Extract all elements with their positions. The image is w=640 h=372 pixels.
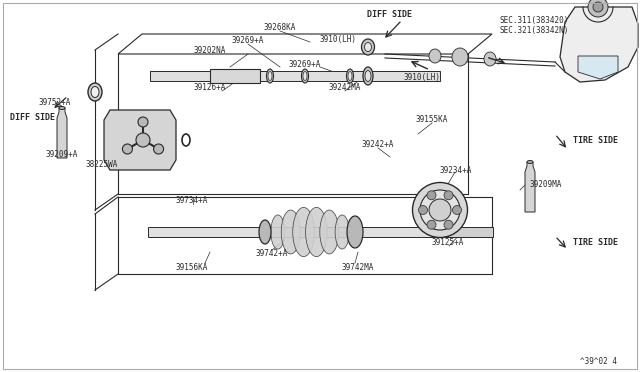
- Text: SEC.321(38342N): SEC.321(38342N): [500, 26, 570, 35]
- Circle shape: [136, 133, 150, 147]
- Ellipse shape: [347, 216, 363, 248]
- Ellipse shape: [420, 190, 460, 230]
- Ellipse shape: [348, 71, 352, 80]
- Text: TIRE SIDE: TIRE SIDE: [573, 237, 618, 247]
- Ellipse shape: [335, 215, 349, 249]
- Text: 39742MA: 39742MA: [342, 263, 374, 272]
- Circle shape: [427, 191, 436, 200]
- Circle shape: [593, 2, 603, 12]
- Text: ^39^02 4: ^39^02 4: [580, 357, 617, 366]
- Polygon shape: [525, 162, 535, 212]
- Text: 39209+A: 39209+A: [46, 150, 78, 158]
- Text: DIFF SIDE: DIFF SIDE: [10, 112, 54, 122]
- Circle shape: [122, 144, 132, 154]
- Bar: [210, 69, 260, 83]
- Ellipse shape: [59, 106, 65, 109]
- Circle shape: [427, 220, 436, 229]
- Text: 39125+A: 39125+A: [432, 237, 464, 247]
- Ellipse shape: [365, 71, 371, 81]
- Circle shape: [588, 0, 608, 17]
- Text: 39268KA: 39268KA: [264, 22, 296, 32]
- Bar: [150, 71, 440, 81]
- Ellipse shape: [429, 49, 441, 63]
- Ellipse shape: [268, 71, 272, 80]
- Text: 39742+A: 39742+A: [256, 250, 288, 259]
- Text: 39126+A: 39126+A: [194, 83, 226, 92]
- Polygon shape: [578, 56, 618, 79]
- Ellipse shape: [365, 42, 371, 51]
- Ellipse shape: [91, 87, 99, 97]
- Text: 3910(LH): 3910(LH): [403, 73, 440, 81]
- Ellipse shape: [281, 210, 300, 254]
- Circle shape: [452, 205, 461, 215]
- Ellipse shape: [88, 83, 102, 101]
- Ellipse shape: [363, 67, 373, 85]
- Ellipse shape: [306, 207, 327, 257]
- Ellipse shape: [292, 207, 314, 257]
- Ellipse shape: [429, 199, 451, 221]
- Text: 39752+A: 39752+A: [39, 97, 71, 106]
- Ellipse shape: [320, 210, 339, 254]
- Ellipse shape: [259, 220, 271, 244]
- Ellipse shape: [413, 183, 467, 237]
- Text: 39242+A: 39242+A: [362, 140, 394, 148]
- Circle shape: [444, 191, 453, 200]
- Ellipse shape: [362, 39, 374, 55]
- Circle shape: [138, 117, 148, 127]
- Ellipse shape: [452, 48, 468, 66]
- Ellipse shape: [266, 69, 273, 83]
- Text: 39155KA: 39155KA: [416, 115, 448, 124]
- Text: 38225WA: 38225WA: [86, 160, 118, 169]
- Text: 39734+A: 39734+A: [176, 196, 208, 205]
- Text: DIFF SIDE: DIFF SIDE: [367, 10, 413, 19]
- Text: TIRE SIDE: TIRE SIDE: [573, 135, 618, 144]
- Text: 39234+A: 39234+A: [440, 166, 472, 174]
- Text: 39269+A: 39269+A: [232, 35, 264, 45]
- Ellipse shape: [303, 71, 307, 80]
- Ellipse shape: [271, 215, 285, 249]
- Polygon shape: [57, 108, 67, 158]
- Text: 39209MA: 39209MA: [530, 180, 563, 189]
- Ellipse shape: [484, 52, 496, 66]
- Circle shape: [154, 144, 164, 154]
- Polygon shape: [104, 110, 176, 170]
- Bar: [148, 227, 478, 237]
- Ellipse shape: [527, 160, 533, 164]
- Polygon shape: [560, 7, 638, 82]
- Ellipse shape: [351, 221, 359, 243]
- Circle shape: [419, 205, 428, 215]
- Text: 39156KA: 39156KA: [176, 263, 208, 272]
- Text: 39202NA: 39202NA: [194, 45, 226, 55]
- Ellipse shape: [261, 221, 269, 243]
- Text: 39269+A: 39269+A: [289, 60, 321, 68]
- Text: SEC.311(383420): SEC.311(383420): [500, 16, 570, 25]
- Text: 3910(LH): 3910(LH): [319, 35, 356, 44]
- Text: 39242MA: 39242MA: [329, 83, 361, 92]
- Bar: [448, 227, 493, 237]
- Circle shape: [444, 220, 453, 229]
- Ellipse shape: [346, 69, 353, 83]
- Ellipse shape: [301, 69, 308, 83]
